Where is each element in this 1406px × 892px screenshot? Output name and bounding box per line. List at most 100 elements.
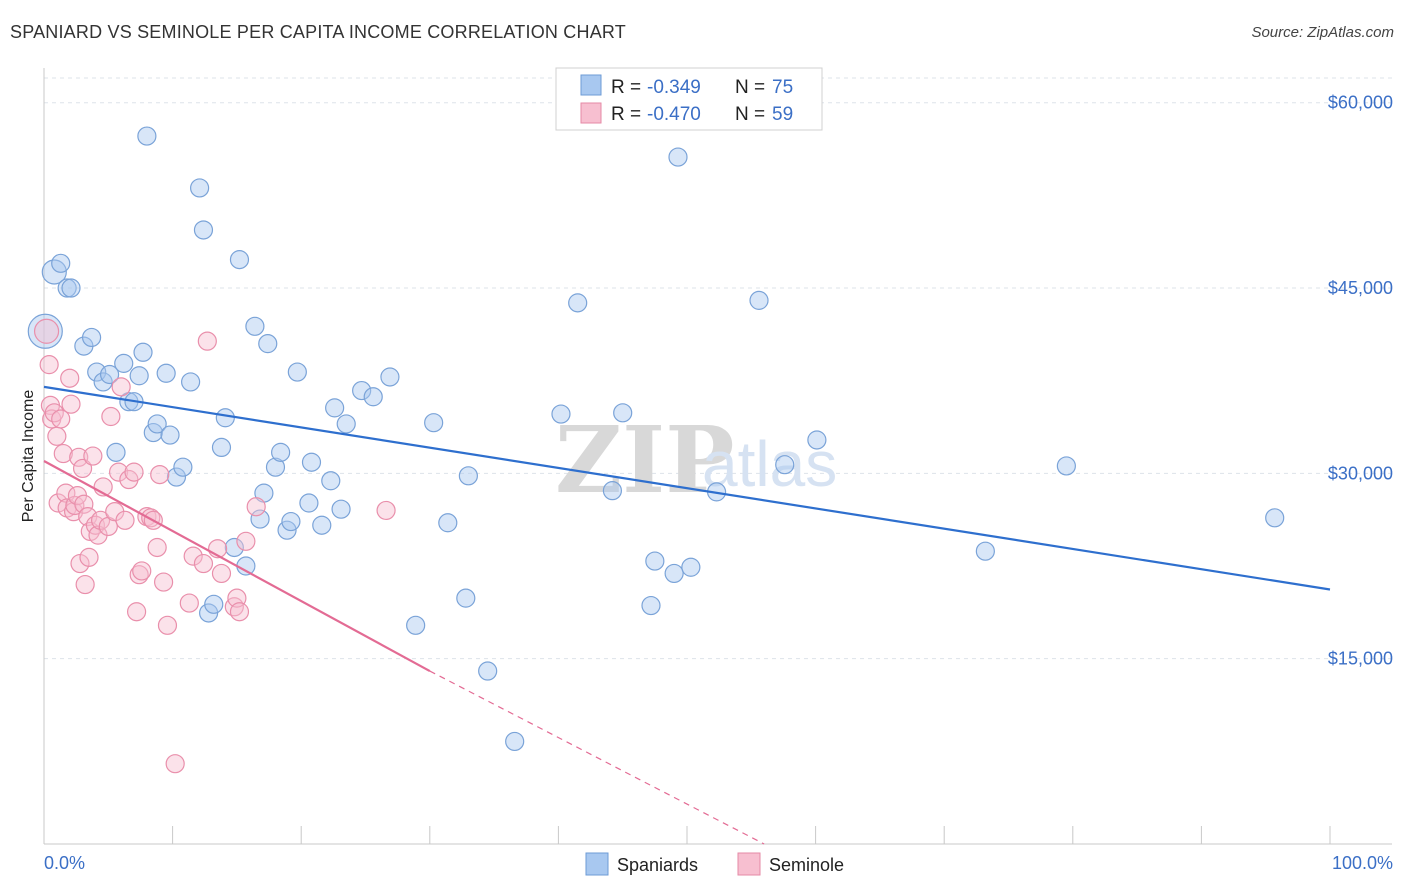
spaniards-point — [281, 511, 301, 532]
seminole-trend-extension — [429, 670, 765, 845]
spaniards-point — [99, 364, 120, 385]
spaniards-point — [137, 126, 157, 146]
bottom-legend-label-spaniards: Spaniards — [617, 855, 698, 875]
spaniards-point — [156, 363, 176, 383]
seminole-point — [147, 537, 167, 558]
spaniards-point — [406, 615, 426, 635]
spaniards-point — [505, 731, 525, 752]
spaniards-point — [271, 442, 291, 462]
bottom-legend-swatch-spaniards — [585, 852, 609, 876]
spaniards-trend-line — [43, 385, 1331, 591]
legend-swatch-seminole — [580, 102, 602, 124]
spaniards-point — [190, 178, 210, 198]
series-seminole — [33, 318, 396, 774]
spaniards-point — [325, 398, 345, 418]
y-tick-label: $30,000 — [1328, 463, 1393, 483]
watermark: ZIP atlas — [555, 406, 837, 514]
spaniards-point — [664, 563, 684, 584]
seminole-point — [211, 563, 232, 584]
spaniards-point — [352, 380, 372, 401]
spaniards-point — [749, 290, 769, 310]
seminole-point — [376, 500, 396, 521]
seminole-point — [60, 368, 80, 388]
seminole-point — [229, 602, 250, 622]
spaniards-point — [775, 455, 795, 475]
spaniards-point — [81, 327, 102, 348]
spaniards-point — [147, 414, 167, 434]
seminole-point — [165, 754, 185, 774]
spaniards-point — [51, 253, 71, 273]
legend-r-value: -0.470 — [647, 104, 701, 125]
spaniards-point — [478, 661, 498, 681]
seminole-point — [126, 602, 147, 622]
spaniards-point — [568, 293, 588, 313]
spaniards-point — [602, 481, 623, 501]
spaniards-point — [133, 342, 153, 362]
spaniards-point — [641, 595, 661, 616]
spaniards-point — [129, 366, 149, 386]
seminole-point — [132, 561, 152, 581]
legend-n-value: 75 — [772, 77, 793, 98]
spaniards-point — [681, 557, 701, 577]
seminole-point — [101, 406, 121, 427]
seminole-point — [183, 546, 203, 566]
spaniards-point — [245, 316, 265, 336]
y-axis-title: Per Capita Income — [20, 390, 37, 523]
spaniards-point — [321, 471, 341, 491]
seminole-point — [75, 574, 95, 595]
seminole-point — [53, 443, 73, 464]
bottom-legend-swatch-seminole — [737, 852, 761, 876]
source-credit: Source: ZipAtlas.com — [1251, 24, 1394, 41]
legend-swatch-spaniards — [580, 74, 602, 96]
spaniards-point — [229, 250, 250, 270]
spaniards-point — [645, 551, 665, 571]
x-tick-label: 100.0% — [1332, 853, 1393, 873]
seminole-point — [153, 572, 174, 592]
spaniards-point — [224, 537, 244, 558]
chart-title: SPANIARD VS SEMINOLE PER CAPITA INCOME C… — [10, 22, 626, 42]
x-tick-label: 0.0% — [44, 853, 85, 873]
spaniards-point — [160, 425, 180, 445]
spaniards-point — [1056, 456, 1076, 476]
spaniards-point — [807, 430, 827, 450]
seminole-point — [51, 409, 71, 429]
spaniards-point — [204, 594, 224, 614]
legend-n-label: N = — [735, 77, 765, 98]
spaniards-point — [93, 372, 113, 392]
spaniards-point — [166, 467, 187, 487]
seminole-point — [47, 426, 67, 446]
seminole-point — [115, 510, 135, 530]
spaniards-point — [336, 414, 356, 434]
spaniards-point — [301, 452, 322, 472]
series-spaniards — [27, 126, 1285, 752]
seminole-point — [197, 331, 217, 351]
y-tick-labels: $15,000 $30,000 $45,000 $60,000 — [1328, 93, 1393, 669]
seminole-trend-line — [43, 460, 431, 672]
y-tick-label: $60,000 — [1328, 93, 1393, 113]
bottom-legend: Spaniards Seminole — [585, 852, 844, 876]
y-tick-label: $45,000 — [1328, 278, 1393, 298]
seminole-point — [157, 615, 178, 635]
spaniards-point — [181, 372, 201, 392]
spaniards-point — [287, 362, 307, 382]
seminole-point — [150, 464, 170, 485]
seminole-point — [61, 394, 81, 414]
seminole-point — [124, 462, 144, 482]
spaniards-point — [173, 457, 193, 477]
seminole-point — [72, 458, 93, 479]
seminole-point — [63, 502, 84, 522]
seminole-point — [79, 547, 99, 567]
spaniards-point — [250, 509, 270, 529]
spaniards-point — [613, 403, 633, 423]
spaniards-point — [258, 334, 278, 354]
legend-r-label: R = — [611, 77, 641, 98]
spaniards-point — [265, 457, 286, 477]
seminole-point — [33, 318, 60, 344]
seminole-point — [90, 510, 111, 530]
seminole-point — [39, 355, 59, 375]
y-tick-label: $15,000 — [1328, 649, 1393, 669]
spaniards-point — [975, 541, 995, 561]
legend-r-value: -0.349 — [647, 77, 701, 98]
spaniards-point — [106, 442, 126, 462]
